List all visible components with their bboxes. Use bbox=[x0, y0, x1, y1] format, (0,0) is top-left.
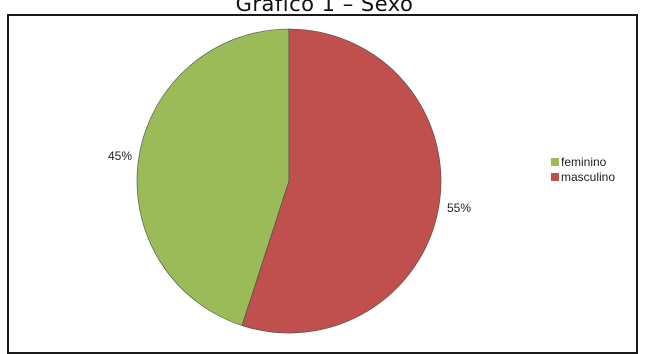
legend-swatch-feminino bbox=[551, 157, 559, 166]
slice-label-feminino: 45% bbox=[108, 149, 132, 163]
legend: feminino masculino bbox=[551, 154, 615, 184]
legend-label-masculino: masculino bbox=[561, 169, 616, 184]
legend-label-feminino: feminino bbox=[561, 154, 607, 169]
legend-item-masculino: masculino bbox=[551, 169, 615, 184]
pie-chart: 45% 55% bbox=[108, 28, 471, 334]
chart-title: Gráfico 1 – Sexo bbox=[235, 0, 414, 16]
pie-slice-feminino bbox=[136, 28, 290, 326]
slice-label-masculino: 55% bbox=[447, 201, 471, 215]
legend-swatch-masculino bbox=[551, 172, 559, 181]
legend-item-feminino: feminino bbox=[551, 154, 615, 169]
pie-slice-masculino bbox=[241, 28, 442, 334]
